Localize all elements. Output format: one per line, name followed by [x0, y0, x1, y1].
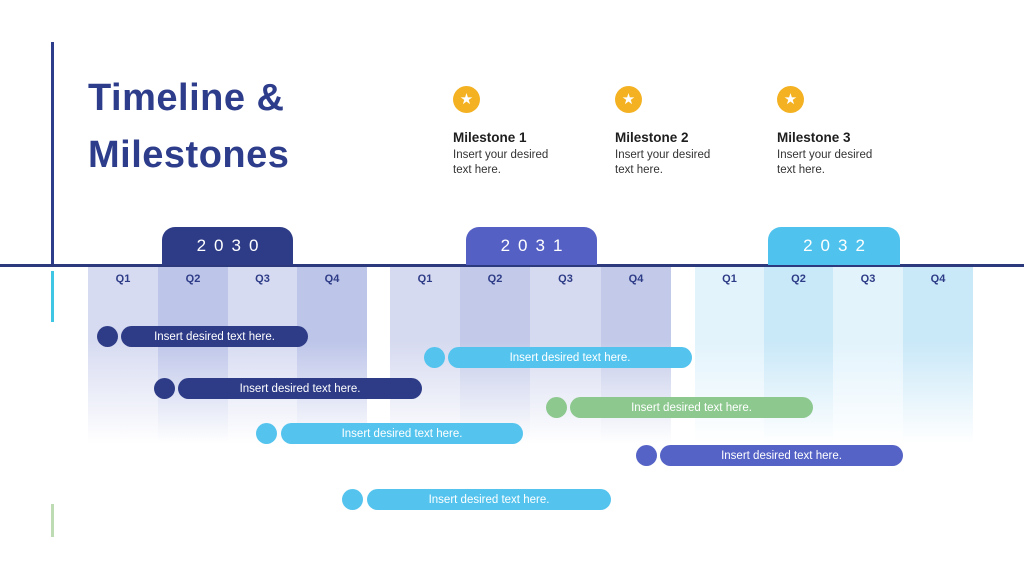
bar-label: Insert desired text here. [631, 401, 752, 414]
bar-label: Insert desired text here. [721, 449, 842, 462]
milestone-3: ★ Milestone 3 Insert your desired text h… [777, 86, 917, 178]
timeline-bar: Insert desired text here. [448, 347, 692, 368]
year-tab-2031: 2031 [466, 227, 597, 265]
milestone-3-title: Milestone 3 [777, 130, 851, 145]
bar-dot [636, 445, 657, 466]
timeline-bar-row-1: Insert desired text here. [0, 326, 1024, 348]
quarter-label: Q1 [417, 273, 433, 285]
green-tick [51, 504, 54, 537]
timeline-bar: Insert desired text here. [660, 445, 903, 466]
timeline-bar: Insert desired text here. [367, 489, 611, 510]
bar-dot [154, 378, 175, 399]
timeline-bar-row-6: Insert desired text here. [0, 445, 1024, 467]
quarter-label: Q2 [791, 273, 806, 285]
quarter-label: Q4 [930, 273, 946, 285]
quarter-label: Q1 [115, 273, 131, 285]
timeline-bar: Insert desired text here. [570, 397, 813, 418]
quarter-label: Q3 [558, 273, 573, 285]
bar-dot [546, 397, 567, 418]
year-tab-2032: 2032 [768, 227, 900, 265]
star-glyph: ★ [459, 90, 474, 108]
milestone-1-body-line1: Insert your desired [453, 149, 549, 161]
timeline-bar-row-3: Insert desired text here. [0, 423, 1024, 445]
quarter-column-2030-Q4: Q4 [297, 267, 367, 444]
timeline-bar-row-7: Insert desired text here. [0, 489, 1024, 511]
quarter-label: Q4 [324, 273, 340, 285]
bar-dot [424, 347, 445, 368]
timeline-bar-row-5: Insert desired text here. [0, 397, 1024, 419]
milestone-1-body: Insert your desired text here. [453, 148, 593, 178]
star-glyph: ★ [783, 90, 798, 108]
title-accent-line [51, 42, 54, 264]
quarter-column-2030-Q2: Q2 [158, 267, 228, 444]
bar-label: Insert desired text here. [509, 351, 631, 364]
star-glyph: ★ [621, 90, 636, 108]
bar-label: Insert desired text here. [154, 330, 275, 343]
milestone-3-body-line2: text here. [777, 164, 825, 177]
quarter-column-2032-Q4: Q4 [903, 267, 973, 444]
quarter-label: Q1 [722, 273, 737, 285]
star-icon: ★ [453, 86, 480, 113]
milestone-3-body-line1: Insert your desired [777, 149, 873, 161]
timeline-bar-row-4: Insert desired text here. [0, 347, 1024, 369]
timeline-bar: Insert desired text here. [178, 378, 422, 399]
bar-dot [256, 423, 277, 444]
quarter-label: Q2 [487, 273, 503, 285]
milestone-2-body-line1: Insert your desired [615, 149, 711, 161]
bar-label: Insert desired text here. [428, 493, 550, 506]
bar-label: Insert desired text here. [341, 427, 463, 440]
timeline-bar: Insert desired text here. [121, 326, 308, 347]
quarter-column-2030-Q3: Q3 [228, 267, 297, 444]
quarter-label: Q2 [185, 273, 201, 285]
title-line-2: Milestones [88, 134, 290, 176]
milestone-2-body: Insert your desired text here. [615, 148, 755, 178]
quarter-label: Q3 [860, 273, 876, 285]
timeline-axis-line [0, 264, 1024, 267]
milestone-2-body-line2: text here. [615, 164, 663, 177]
title-line-1: Timeline & [88, 77, 285, 119]
milestone-2-title: Milestone 2 [615, 130, 689, 145]
bar-dot [342, 489, 363, 510]
page-title: Timeline & Milestones [88, 70, 289, 184]
milestone-1: ★ Milestone 1 Insert your desired text h… [453, 86, 593, 178]
milestone-2: ★ Milestone 2 Insert your desired text h… [615, 86, 755, 178]
timeline-bar-row-2: Insert desired text here. [0, 378, 1024, 400]
bar-label: Insert desired text here. [239, 382, 361, 395]
quarter-label: Q3 [255, 273, 270, 285]
quarter-label: Q4 [628, 273, 644, 285]
quarter-column-2032-Q3: Q3 [833, 267, 903, 444]
star-icon: ★ [615, 86, 642, 113]
year-tab-2030: 2030 [162, 227, 293, 265]
milestone-1-body-line2: text here. [453, 164, 501, 177]
quarter-column-2030-Q1: Q1 [88, 267, 158, 444]
milestone-3-body: Insert your desired text here. [777, 148, 917, 178]
timeline-bar: Insert desired text here. [281, 423, 523, 444]
bar-dot [97, 326, 118, 347]
star-icon: ★ [777, 86, 804, 113]
cyan-tick [51, 271, 54, 322]
milestone-1-title: Milestone 1 [453, 130, 527, 145]
